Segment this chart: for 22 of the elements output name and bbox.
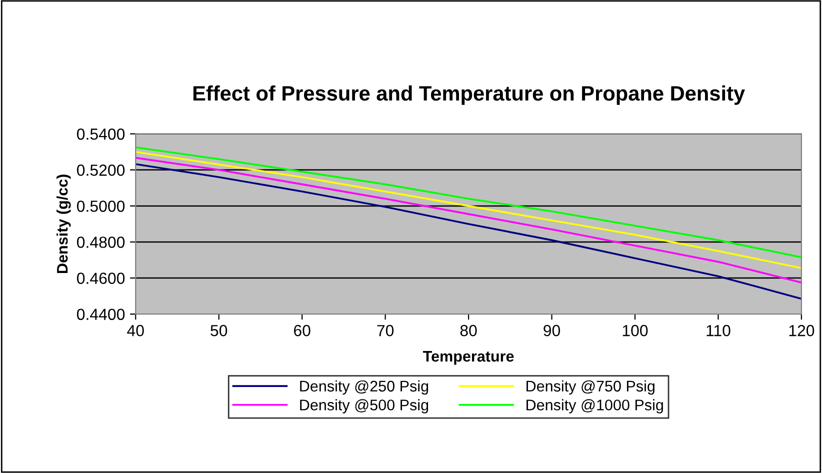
x-tick-label: 120 — [789, 324, 814, 336]
y-tick-label: 0.5400 — [76, 128, 125, 140]
x-tick-label: 40 — [127, 324, 144, 336]
chart-title: Effect of Pressure and Temperature on Propane Density — [193, 85, 745, 105]
x-tick-label: 70 — [377, 324, 394, 336]
y-tick-label: 0.4800 — [76, 236, 125, 248]
legend-label: Density @750 Psig — [526, 380, 654, 395]
y-tick-label: 0.5200 — [76, 164, 125, 176]
x-tick-label: 110 — [706, 324, 730, 336]
y-tick-label: 0.5000 — [76, 200, 125, 212]
y-axis-title: Density (g/cc) — [56, 174, 71, 274]
x-tick-label: 80 — [460, 324, 477, 336]
y-tick-label: 0.4400 — [76, 308, 125, 320]
legend-label: Density @250 Psig — [300, 380, 428, 395]
legend-label: Density @1000 Psig — [526, 399, 663, 414]
x-tick-label: 60 — [294, 324, 310, 336]
x-tick-label: 50 — [210, 324, 228, 336]
y-tick-label: 0.4600 — [76, 272, 125, 284]
x-tick-label: 90 — [544, 324, 560, 336]
x-axis-title: Temperature — [423, 351, 514, 365]
legend-label: Density @500 Psig — [300, 399, 428, 414]
x-tick-label: 100 — [622, 324, 648, 336]
